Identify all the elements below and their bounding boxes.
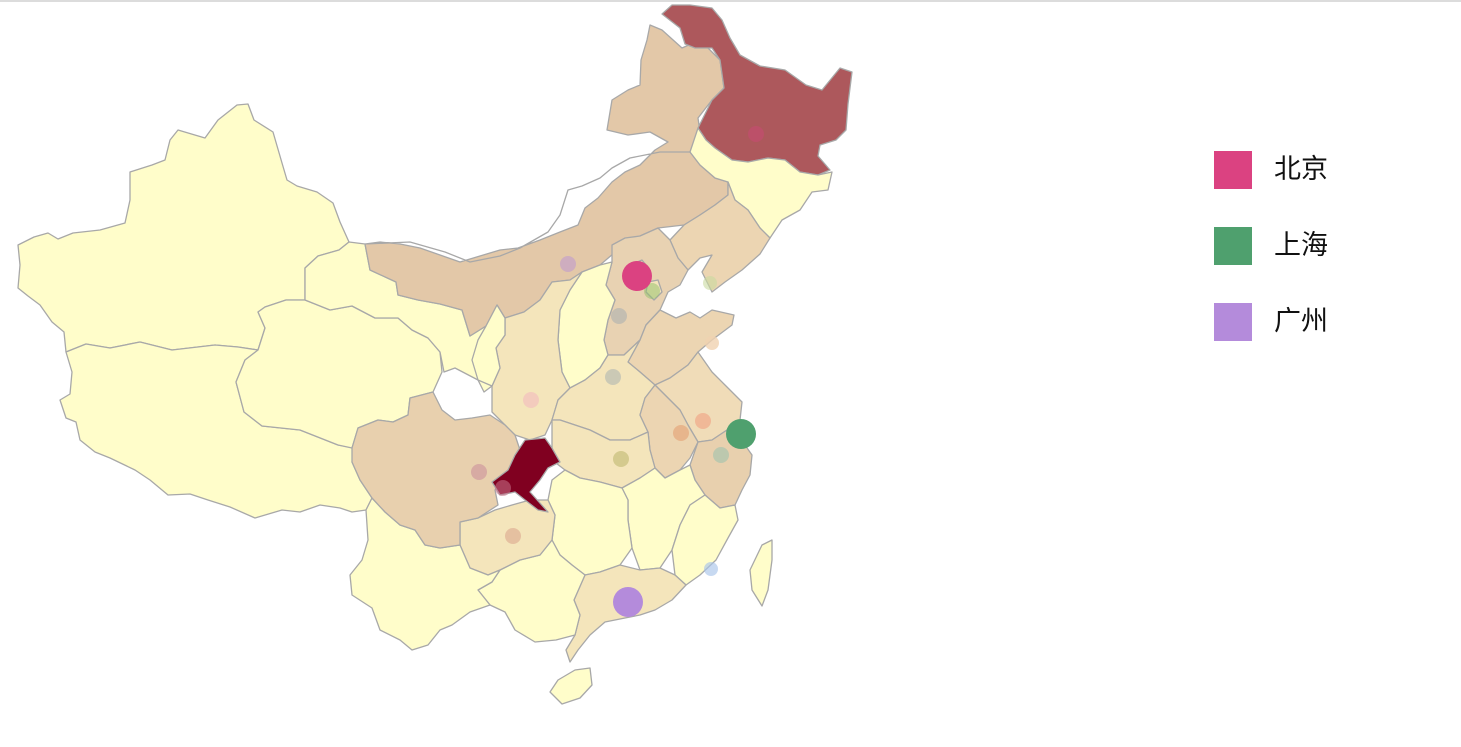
city-marker	[613, 451, 629, 467]
legend-swatch	[1214, 151, 1252, 189]
legend-item-shanghai[interactable]: 上海	[1214, 227, 1328, 265]
city-marker	[471, 464, 487, 480]
city-marker-beijing[interactable]	[622, 261, 652, 291]
legend-swatch	[1214, 303, 1252, 341]
legend-swatch	[1214, 227, 1252, 265]
province-jilin[interactable]	[689, 127, 833, 239]
city-marker-guangzhou[interactable]	[613, 587, 643, 617]
top-divider	[0, 0, 1461, 2]
province-taiwan[interactable]	[749, 539, 773, 607]
province-fujian[interactable]	[671, 494, 739, 586]
province-heilongjiang[interactable]	[661, 4, 853, 176]
city-marker	[704, 562, 718, 576]
legend-item-beijing[interactable]: 北京	[1214, 151, 1328, 189]
city-marker	[705, 336, 719, 350]
province-ningxia[interactable]	[471, 304, 506, 387]
city-marker	[560, 256, 576, 272]
city-marker	[523, 392, 539, 408]
city-marker	[505, 528, 521, 544]
legend-label: 上海	[1274, 230, 1328, 261]
city-marker-shanghai[interactable]	[726, 419, 756, 449]
city-marker	[605, 369, 621, 385]
province-layer	[17, 4, 853, 705]
city-marker	[673, 425, 689, 441]
city-marker	[695, 413, 711, 429]
province-sichuan[interactable]	[351, 391, 521, 549]
province-chongqing[interactable]	[491, 437, 561, 513]
city-marker	[644, 283, 660, 299]
city-marker	[713, 447, 729, 463]
province-tibet[interactable]	[59, 341, 373, 519]
legend: 北京 上海 广州	[1214, 151, 1328, 379]
city-marker-layer	[471, 126, 764, 617]
city-marker	[611, 308, 627, 324]
city-marker	[748, 126, 764, 142]
legend-label: 北京	[1274, 154, 1328, 185]
province-hainan[interactable]	[549, 667, 593, 705]
city-marker	[703, 276, 717, 290]
province-liaoning[interactable]	[669, 181, 771, 293]
legend-item-guangzhou[interactable]: 广州	[1214, 303, 1328, 341]
city-marker	[495, 480, 511, 496]
legend-label: 广州	[1274, 306, 1328, 337]
